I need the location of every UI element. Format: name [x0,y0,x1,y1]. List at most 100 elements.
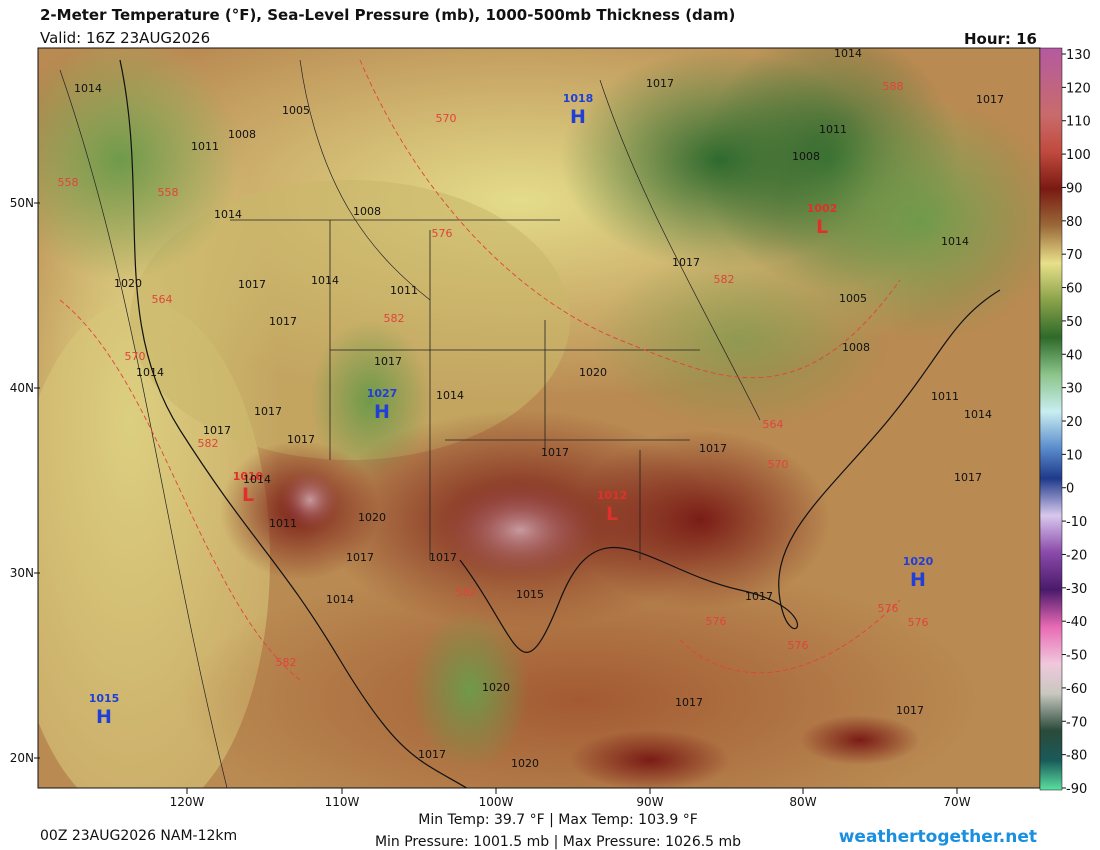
isobar-label: 1017 [672,256,700,269]
isobar-label: 1020 [114,277,142,290]
thickness-label: 576 [788,639,809,652]
colorbar-tick-label: 100 [1066,148,1091,163]
longitude-label: 110W [325,795,360,809]
colorbar-tick-label: 10 [1066,448,1083,463]
colorbar-tick-label: -70 [1066,715,1087,730]
isobar-label: 1020 [579,366,607,379]
isobar-label: 1014 [834,47,862,60]
thickness-label: 582 [384,312,405,325]
pressure-center-letter: H [910,569,926,591]
colorbar-tick-label: -90 [1066,782,1087,797]
colorbar-tick-label: 130 [1066,48,1091,63]
isobar-label: 1011 [390,284,418,297]
forecast-hour: Hour: 16 [964,30,1037,48]
isobar-label: 1017 [745,590,773,603]
pressure-value: 1002 [807,202,838,215]
colorbar-tick-label: -20 [1066,548,1087,563]
colorbar-tick-label: 70 [1066,248,1083,263]
isobar [59,59,761,788]
temperature-range: Min Temp: 39.7 °F | Max Temp: 103.9 °F [418,812,698,828]
colorbar-tick-label: 110 [1066,115,1091,130]
pressure-value: 1020 [903,555,934,568]
colorbar-tick-label: 40 [1066,348,1083,363]
isobar-label: 1017 [976,93,1004,106]
colorbar-tick-label: -30 [1066,582,1087,597]
isobar-label: 1017 [429,551,457,564]
colorbar [1039,47,1063,791]
isobar-label: 1014 [136,366,164,379]
pressure-center-letter: H [570,106,586,128]
coastline [119,59,468,788]
longitude-label: 80W [789,795,816,809]
isobar-label: 1011 [819,123,847,136]
colorbar-tick-label: 0 [1066,482,1074,497]
thickness-label: 570 [436,112,457,125]
pressure-value: 1018 [563,92,594,105]
isobar-label: 1014 [941,235,969,248]
colorbar-tick-label: 30 [1066,382,1083,397]
isobar-label: 1008 [228,128,256,141]
colorbar-tick-label: -50 [1066,649,1087,664]
thickness-label: 576 [706,615,727,628]
map-field [38,48,1040,788]
isobar-label: 1008 [353,205,381,218]
thickness-label: 582 [714,273,735,286]
isobar-label: 1014 [311,274,339,287]
valid-time: Valid: 16Z 23AUG2026 [40,29,210,47]
isobar-label: 1014 [214,208,242,221]
site-credit[interactable]: weathertogether.net [839,827,1037,847]
latitude-label: 50N [10,196,34,210]
isobar-label: 1017 [203,424,231,437]
pressure-value: 1015 [89,692,120,705]
isobar-label: 1017 [346,551,374,564]
pressure-value: 1027 [367,387,398,400]
isobar-label: 1015 [516,588,544,601]
longitude-label: 70W [943,795,970,809]
colorbar-tick-label: -80 [1066,749,1087,764]
isobar-label: 1017 [254,405,282,418]
coastline [459,289,1001,653]
pressure-value: 1010 [233,470,264,483]
isobar-label: 1017 [418,748,446,761]
thickness-label: 576 [878,602,899,615]
isobar-label: 1011 [931,390,959,403]
isobar-label: 1011 [269,517,297,530]
pressure-value: 1012 [597,489,628,502]
isobar-label: 1017 [374,355,402,368]
model-run: 00Z 23AUG2026 NAM-12km [40,828,237,844]
thickness-label: 576 [908,616,929,629]
isobar-label: 1011 [191,140,219,153]
isobar-label: 1008 [792,150,820,163]
isobar-label: 1017 [541,446,569,459]
isobar-label: 1005 [839,292,867,305]
colorbar-tick-label: 20 [1066,415,1083,430]
thickness-label: 588 [883,80,904,93]
thickness-label: 576 [432,227,453,240]
state-borders [230,219,700,560]
isobar-label: 1017 [269,315,297,328]
isobar-label: 1017 [675,696,703,709]
thickness-contour [59,59,901,681]
pressure-center-letter: H [96,706,112,728]
isobar-label: 1008 [842,341,870,354]
isobar-label: 1014 [243,473,271,486]
pressure-center-letter: L [816,216,828,238]
pressure-center-letter: L [606,503,618,525]
latitude-label: 40N [10,381,34,395]
thickness-label: 582 [276,656,297,669]
colorbar-tick-label: 60 [1066,282,1083,297]
longitude-label: 100W [479,795,514,809]
pressure-center-letter: L [242,484,254,506]
isobar-label: 1005 [282,104,310,117]
thickness-label: 570 [125,350,146,363]
thickness-label: 558 [58,176,79,189]
isobar-label: 1020 [358,511,386,524]
colorbar-tick-label: 80 [1066,215,1083,230]
longitude-label: 120W [170,795,205,809]
pressure-range: Min Pressure: 1001.5 mb | Max Pressure: … [375,834,741,850]
latitude-label: 30N [10,566,34,580]
isobar-label: 1017 [699,442,727,455]
